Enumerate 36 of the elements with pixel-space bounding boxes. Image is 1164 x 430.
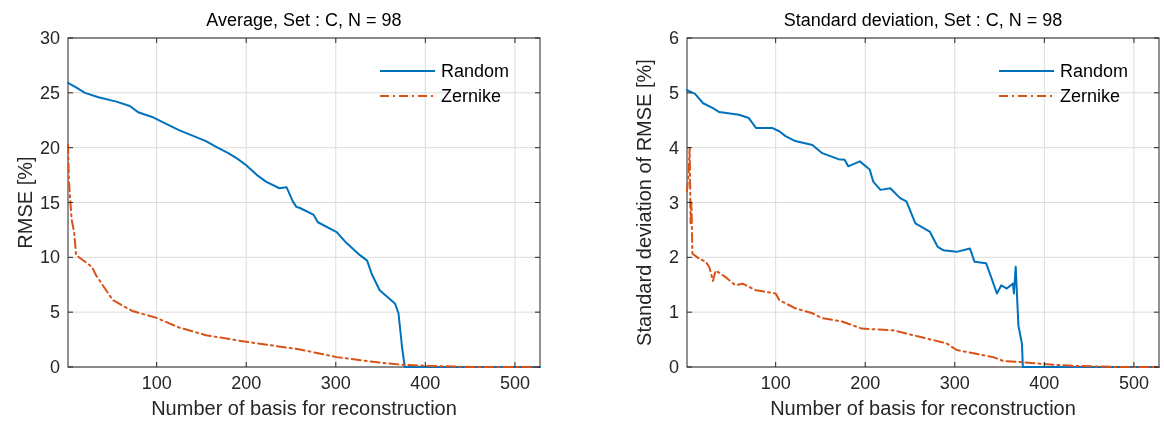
y-tick-label: 2 — [668, 247, 679, 268]
y-tick-label: 30 — [39, 28, 60, 48]
legend-label: Random — [441, 61, 510, 81]
x-tick-label: 100 — [760, 373, 791, 393]
chart-title: Standard deviation, Set : C, N = 98 — [783, 10, 1063, 30]
y-tick-label: 3 — [668, 192, 679, 213]
x-tick-label: 200 — [850, 373, 881, 393]
y-tick-label: 25 — [39, 82, 60, 103]
x-tick-label: 300 — [939, 373, 970, 393]
line-series — [67, 81, 541, 368]
y-tick-label: 10 — [39, 247, 60, 268]
x-tick-label: 500 — [1118, 373, 1149, 393]
x-tick-label: 400 — [1029, 373, 1060, 393]
legend-label: Zernike — [441, 86, 502, 106]
x-axis-title: Number of basis for reconstruction — [151, 397, 457, 419]
y-tick-label: 4 — [668, 137, 679, 158]
y-tick-label: 0 — [668, 357, 679, 377]
x-axis-title: Number of basis for reconstruction — [770, 397, 1076, 419]
y-tick-label: 15 — [39, 192, 60, 213]
x-tick-label: 300 — [320, 373, 351, 393]
y-tick-label: 6 — [668, 28, 679, 48]
legend-label: Zernike — [1060, 86, 1121, 106]
x-tick-label: 200 — [231, 373, 262, 393]
line-series — [686, 146, 1160, 368]
x-tick-label: 100 — [141, 373, 172, 393]
y-tick-label: 1 — [668, 302, 679, 323]
chart-title: Average, Set : C, N = 98 — [206, 10, 402, 30]
x-tick-label: 500 — [499, 373, 530, 393]
y-tick-label: 0 — [49, 357, 60, 377]
y-tick-label: 20 — [39, 137, 60, 158]
y-tick-label: 5 — [49, 302, 60, 323]
legend-label: Random — [1060, 61, 1129, 81]
y-axis-title: Standard deviation of RMSE [%] — [633, 59, 655, 346]
y-axis-title: RMSE [%] — [14, 156, 36, 249]
x-tick-label: 400 — [410, 373, 441, 393]
y-tick-label: 5 — [668, 82, 679, 103]
